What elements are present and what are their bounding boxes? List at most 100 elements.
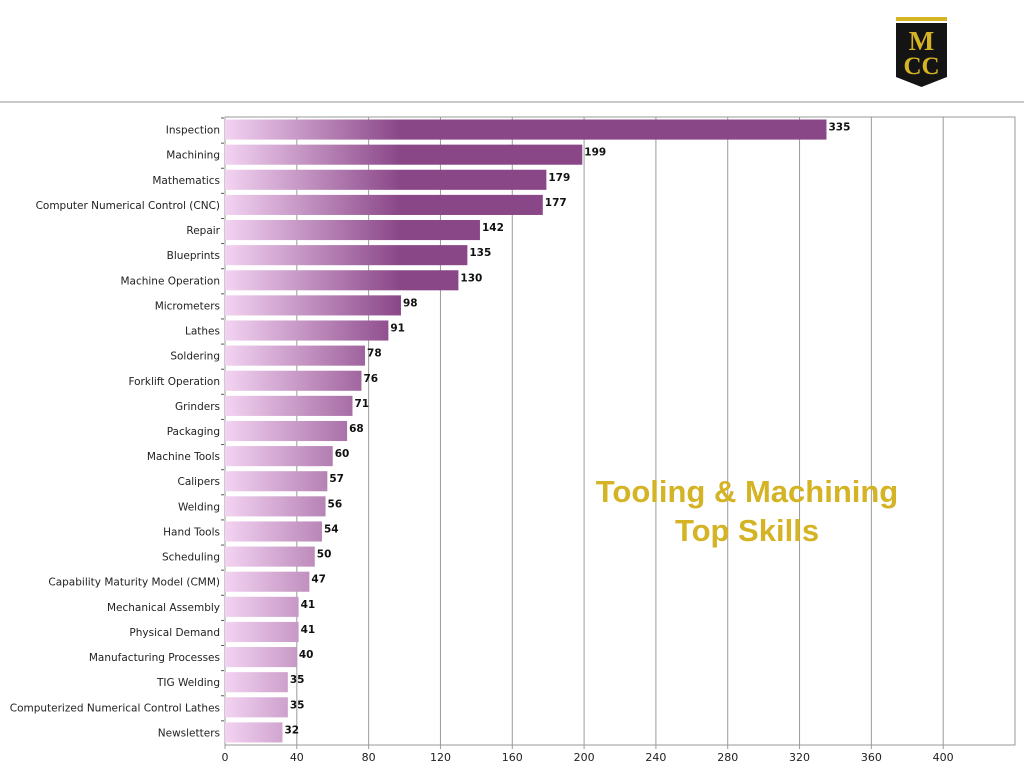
value-label: 35 xyxy=(290,699,305,711)
value-label: 56 xyxy=(328,498,343,510)
logo-letter-m: M xyxy=(909,26,934,56)
bar xyxy=(225,647,297,668)
category-label: Forklift Operation xyxy=(128,376,220,388)
x-tick-label: 280 xyxy=(717,751,738,764)
category-label: Mechanical Assembly xyxy=(107,602,220,614)
value-label: 91 xyxy=(390,323,405,335)
bar xyxy=(225,697,288,718)
bar xyxy=(225,596,299,617)
category-label: Newsletters xyxy=(158,727,220,739)
bar xyxy=(225,345,366,366)
category-label: Computerized Numerical Control Lathes xyxy=(10,702,220,714)
category-label: Packaging xyxy=(167,426,220,438)
category-label: Machine Tools xyxy=(147,451,220,463)
value-label: 32 xyxy=(284,724,299,736)
category-label: Machining xyxy=(166,150,220,162)
skills-bar-chart: Inspection 335 Machining 199 Mathematics 179 C… xyxy=(0,110,1024,768)
category-label: Manufacturing Processes xyxy=(89,652,220,664)
bar xyxy=(225,722,283,743)
value-label: 199 xyxy=(584,147,606,159)
bar-layer xyxy=(225,119,827,743)
value-label: 41 xyxy=(301,599,316,611)
bar xyxy=(225,571,310,592)
axis-layer: 0 40 80 120 160 200 240 280 320 360 400 xyxy=(221,117,954,764)
value-label: 98 xyxy=(403,297,418,309)
value-label: 130 xyxy=(460,272,482,284)
category-label: Micrometers xyxy=(155,300,220,312)
category-label: Welding xyxy=(178,501,220,513)
value-label: 76 xyxy=(363,373,378,385)
category-label: Computer Numerical Control (CNC) xyxy=(36,200,220,212)
bar xyxy=(225,119,827,140)
x-tick-label: 160 xyxy=(502,751,523,764)
logo-top-band xyxy=(896,17,947,21)
value-label: 41 xyxy=(301,624,316,636)
value-label: 57 xyxy=(329,473,344,485)
x-tick-label: 0 xyxy=(222,751,229,764)
category-label: Inspection xyxy=(166,125,220,137)
value-label: 50 xyxy=(317,549,332,561)
mcc-logo: M CC xyxy=(896,17,947,87)
category-label: TIG Welding xyxy=(156,677,220,689)
category-label: Calipers xyxy=(177,476,220,488)
header-divider xyxy=(0,101,1024,103)
category-label: Lathes xyxy=(185,326,220,338)
bar xyxy=(225,420,348,442)
x-tick-label: 40 xyxy=(290,751,304,764)
logo-shield xyxy=(896,23,947,87)
value-label: 78 xyxy=(367,348,382,360)
value-label: 54 xyxy=(324,523,339,535)
value-label: 71 xyxy=(354,398,369,410)
value-label: 68 xyxy=(349,423,364,435)
bar xyxy=(225,370,362,391)
bar xyxy=(225,395,353,416)
category-label: Soldering xyxy=(170,351,220,363)
x-tick-label: 120 xyxy=(430,751,451,764)
x-tick-label: 400 xyxy=(933,751,954,764)
category-label: Repair xyxy=(186,225,220,237)
value-label: 35 xyxy=(290,674,305,686)
category-label: Hand Tools xyxy=(163,526,220,538)
logo-letters-cc: CC xyxy=(903,53,939,80)
bar xyxy=(225,144,583,165)
category-label: Scheduling xyxy=(162,552,220,564)
category-label: Mathematics xyxy=(152,175,220,187)
overlay-title-line1: Tooling & Machining xyxy=(595,474,899,509)
x-tick-label: 80 xyxy=(362,751,376,764)
bar xyxy=(225,496,326,517)
bar xyxy=(225,446,333,467)
value-label: 40 xyxy=(299,649,314,661)
value-label: 135 xyxy=(469,247,491,259)
bar xyxy=(225,521,322,542)
bar xyxy=(225,270,459,291)
value-label: 335 xyxy=(828,122,850,134)
bar xyxy=(225,320,389,341)
value-label: 47 xyxy=(311,574,326,586)
x-tick-label: 320 xyxy=(789,751,810,764)
x-tick-label: 360 xyxy=(861,751,882,764)
bar xyxy=(225,546,315,567)
x-tick-label: 240 xyxy=(645,751,666,764)
category-label: Blueprints xyxy=(167,250,220,262)
bar xyxy=(225,169,547,190)
value-label: 142 xyxy=(482,222,504,234)
category-label: Capability Maturity Model (CMM) xyxy=(48,577,220,589)
value-label: 179 xyxy=(548,172,570,184)
category-label: Grinders xyxy=(175,401,220,413)
chart-svg: Inspection 335 Machining 199 Mathematics 179 C… xyxy=(10,116,1016,764)
value-label: 60 xyxy=(335,448,350,460)
category-label: Machine Operation xyxy=(120,275,220,287)
bar xyxy=(225,621,299,643)
chart-overlay-title: Tooling & Machining Top Skills xyxy=(562,472,932,550)
bar xyxy=(225,295,401,316)
label-layer: Inspection 335 Machining 199 Mathematics 179 C… xyxy=(10,122,851,740)
bar xyxy=(225,219,480,241)
bar xyxy=(225,245,468,266)
bar xyxy=(225,194,543,215)
overlay-title-line2: Top Skills xyxy=(674,513,820,548)
bar xyxy=(225,471,328,492)
bar xyxy=(225,672,288,693)
x-tick-label: 200 xyxy=(574,751,595,764)
value-label: 177 xyxy=(545,197,567,209)
category-label: Physical Demand xyxy=(129,627,220,639)
